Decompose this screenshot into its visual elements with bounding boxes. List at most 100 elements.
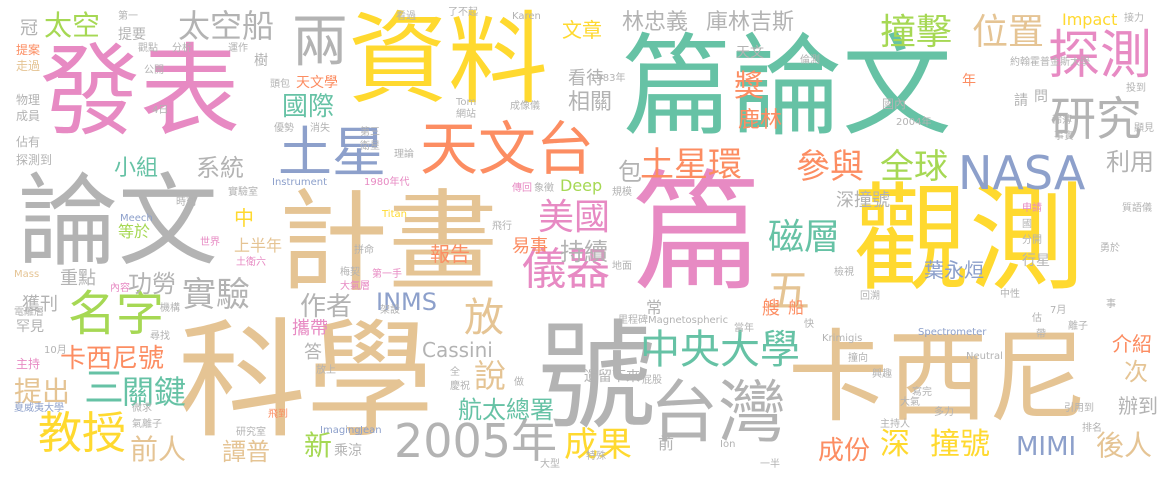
word-jieli: 接力 bbox=[1124, 13, 1144, 24]
word-jean: Jean bbox=[360, 425, 382, 436]
word-kanguo: 看過 bbox=[396, 11, 416, 22]
word-bao: 包 bbox=[618, 158, 642, 186]
word-guonei: 國內 bbox=[882, 97, 907, 111]
word-taiwan: 台灣 bbox=[650, 374, 787, 453]
word-hao: 號 bbox=[538, 308, 657, 446]
word-ion: Ion bbox=[720, 439, 736, 450]
word-yinyongdao: 引用到 bbox=[1064, 403, 1094, 414]
word-zouguo: 走過 bbox=[16, 59, 41, 73]
word-gongkai: 公開 bbox=[144, 65, 164, 76]
word-wuli: 物理 bbox=[16, 93, 41, 107]
word-tuxing: 土星 bbox=[278, 121, 386, 184]
word-daqiceng: 大氣層 bbox=[340, 281, 370, 292]
word-xianjian: 顯見 bbox=[1134, 123, 1154, 134]
word-tanpu: 譚普 bbox=[222, 438, 270, 466]
word-wangzhan: 網站 bbox=[456, 109, 476, 120]
word-disan: 第三 bbox=[360, 127, 380, 138]
word-feidao: 飛到 bbox=[268, 409, 288, 420]
word-xiangguan: 相關 bbox=[568, 90, 613, 115]
word-tianwentai: 天文台 bbox=[420, 115, 595, 183]
word-liyong: 利用 bbox=[1106, 148, 1154, 176]
word-wenzhang: 文章 bbox=[562, 18, 602, 42]
word-tian: 提案 bbox=[16, 43, 41, 57]
word-lizi: 離子 bbox=[1068, 321, 1088, 332]
word-jigou: 機構 bbox=[160, 303, 180, 314]
word-krimigis: Krimigis bbox=[822, 333, 863, 344]
word-paiming: 排名 bbox=[1082, 423, 1102, 434]
word-zhiyuyi: 質語儀 bbox=[1122, 203, 1152, 214]
word-daxing: 大型 bbox=[540, 459, 560, 470]
word-zhongyang-daxue: 中央大學 bbox=[640, 327, 800, 373]
word-jianshi: 檢視 bbox=[834, 267, 854, 278]
word-guandian: 觀點 bbox=[138, 43, 158, 54]
word-qianren: 前人 bbox=[130, 433, 187, 466]
word-shiyan: 實驗 bbox=[182, 275, 250, 315]
word-dimian: 地面 bbox=[612, 261, 632, 272]
word-chixu: 持續 bbox=[560, 238, 608, 266]
word-qingzhu: 慶祝 bbox=[450, 381, 470, 392]
word-10yue: 10月 bbox=[44, 345, 67, 356]
word-zhongxing: 中性 bbox=[1000, 289, 1020, 300]
word-yunzuo: 運作 bbox=[228, 43, 248, 54]
word-zhuchiren: 主持人 bbox=[880, 419, 910, 430]
word-jiashe: 架設 bbox=[380, 305, 400, 316]
word-shu: 樹 bbox=[254, 53, 268, 69]
word-pian-lunwen: 篇論文 bbox=[622, 23, 952, 151]
word-lulin: 鹿林 bbox=[738, 108, 783, 133]
word-chuan: 船 bbox=[788, 298, 805, 317]
word-hanjian: 罕見 bbox=[16, 319, 44, 335]
word-tichu: 提出 bbox=[14, 375, 71, 408]
word-yanjiushi: 研究室 bbox=[236, 427, 266, 438]
word-zuozhe: 作者 bbox=[300, 292, 353, 322]
word-4ri: 4日 bbox=[152, 105, 169, 116]
word-xiedai: 攜帶 bbox=[292, 318, 328, 339]
word-xibao: 稀薄 bbox=[1052, 115, 1072, 126]
word-shenqing: 申請 bbox=[1022, 203, 1042, 214]
word-gu: 估 bbox=[1032, 313, 1042, 324]
word-shenzhuanghao: 深撞號 bbox=[836, 190, 890, 211]
word-xingqu: 興趣 bbox=[872, 369, 892, 380]
word-kaxinihao: 卡西尼號 bbox=[60, 344, 165, 374]
word-guoji: 國際 bbox=[282, 92, 335, 122]
word-huokan: 獲刊 bbox=[22, 294, 58, 315]
word-dangnian: 當年 bbox=[734, 323, 754, 334]
word-yuehan-daxue: 約翰霍普金斯大學 bbox=[1010, 57, 1090, 68]
word-yiliu-xialai: 遺留下來 bbox=[584, 369, 640, 385]
word-xiaoshi: 消失 bbox=[310, 123, 330, 134]
word-xiangzheng: 象徵 bbox=[534, 183, 554, 194]
word-feixing: 飛行 bbox=[492, 221, 512, 232]
word-imaging: Imaging bbox=[320, 425, 361, 436]
word-lin-zhongyi: 林忠義 bbox=[622, 10, 689, 35]
word-2004nian: 2004年 bbox=[896, 117, 932, 128]
word-fabiao: 發表 bbox=[40, 33, 240, 150]
word-1980niandai: 1980年代 bbox=[364, 177, 410, 188]
word-da: 答 bbox=[304, 342, 322, 363]
word-kulinjisi: 庫林吉斯 bbox=[706, 10, 795, 35]
word-yishi: 易事 bbox=[512, 236, 548, 257]
word-ci: 次 bbox=[1124, 358, 1148, 386]
word-xingxing: 行星 bbox=[1022, 253, 1050, 269]
word-shi: 事 bbox=[1106, 299, 1116, 310]
word-daqi: 大氣 bbox=[900, 397, 920, 408]
word-zhongdian: 重點 bbox=[60, 268, 96, 289]
word-toubao: 頭包 bbox=[270, 79, 290, 90]
word-yiqi: 儀器 bbox=[522, 244, 610, 295]
word-meiqi: 梅契 bbox=[340, 267, 360, 278]
word-chuanhui: 傳回 bbox=[512, 183, 532, 194]
word-dai: 帶 bbox=[1036, 329, 1046, 340]
word-yongyu: 勇於 bbox=[1100, 243, 1120, 254]
word-mimi: MIMI bbox=[1016, 432, 1077, 462]
word-chengyuan: 成員 bbox=[16, 109, 41, 123]
word-taikong: 太空 bbox=[44, 9, 101, 42]
word-tiyao: 提要 bbox=[118, 27, 146, 43]
word-zhuchi: 主持 bbox=[16, 357, 41, 371]
word-tuwei-liu: 土衛六 bbox=[236, 257, 266, 268]
word-nian: 年 bbox=[962, 73, 976, 89]
word-pian: 篇 bbox=[632, 157, 763, 309]
word-weizhi: 位置 bbox=[972, 12, 1045, 53]
word-mingzi: 名字 bbox=[68, 286, 165, 342]
word-sou: 艘 bbox=[762, 298, 780, 319]
word-liaobuqi: 了不起 bbox=[448, 7, 478, 18]
word-meech: Meech bbox=[120, 213, 153, 224]
word-yiban: 一半 bbox=[760, 459, 780, 470]
